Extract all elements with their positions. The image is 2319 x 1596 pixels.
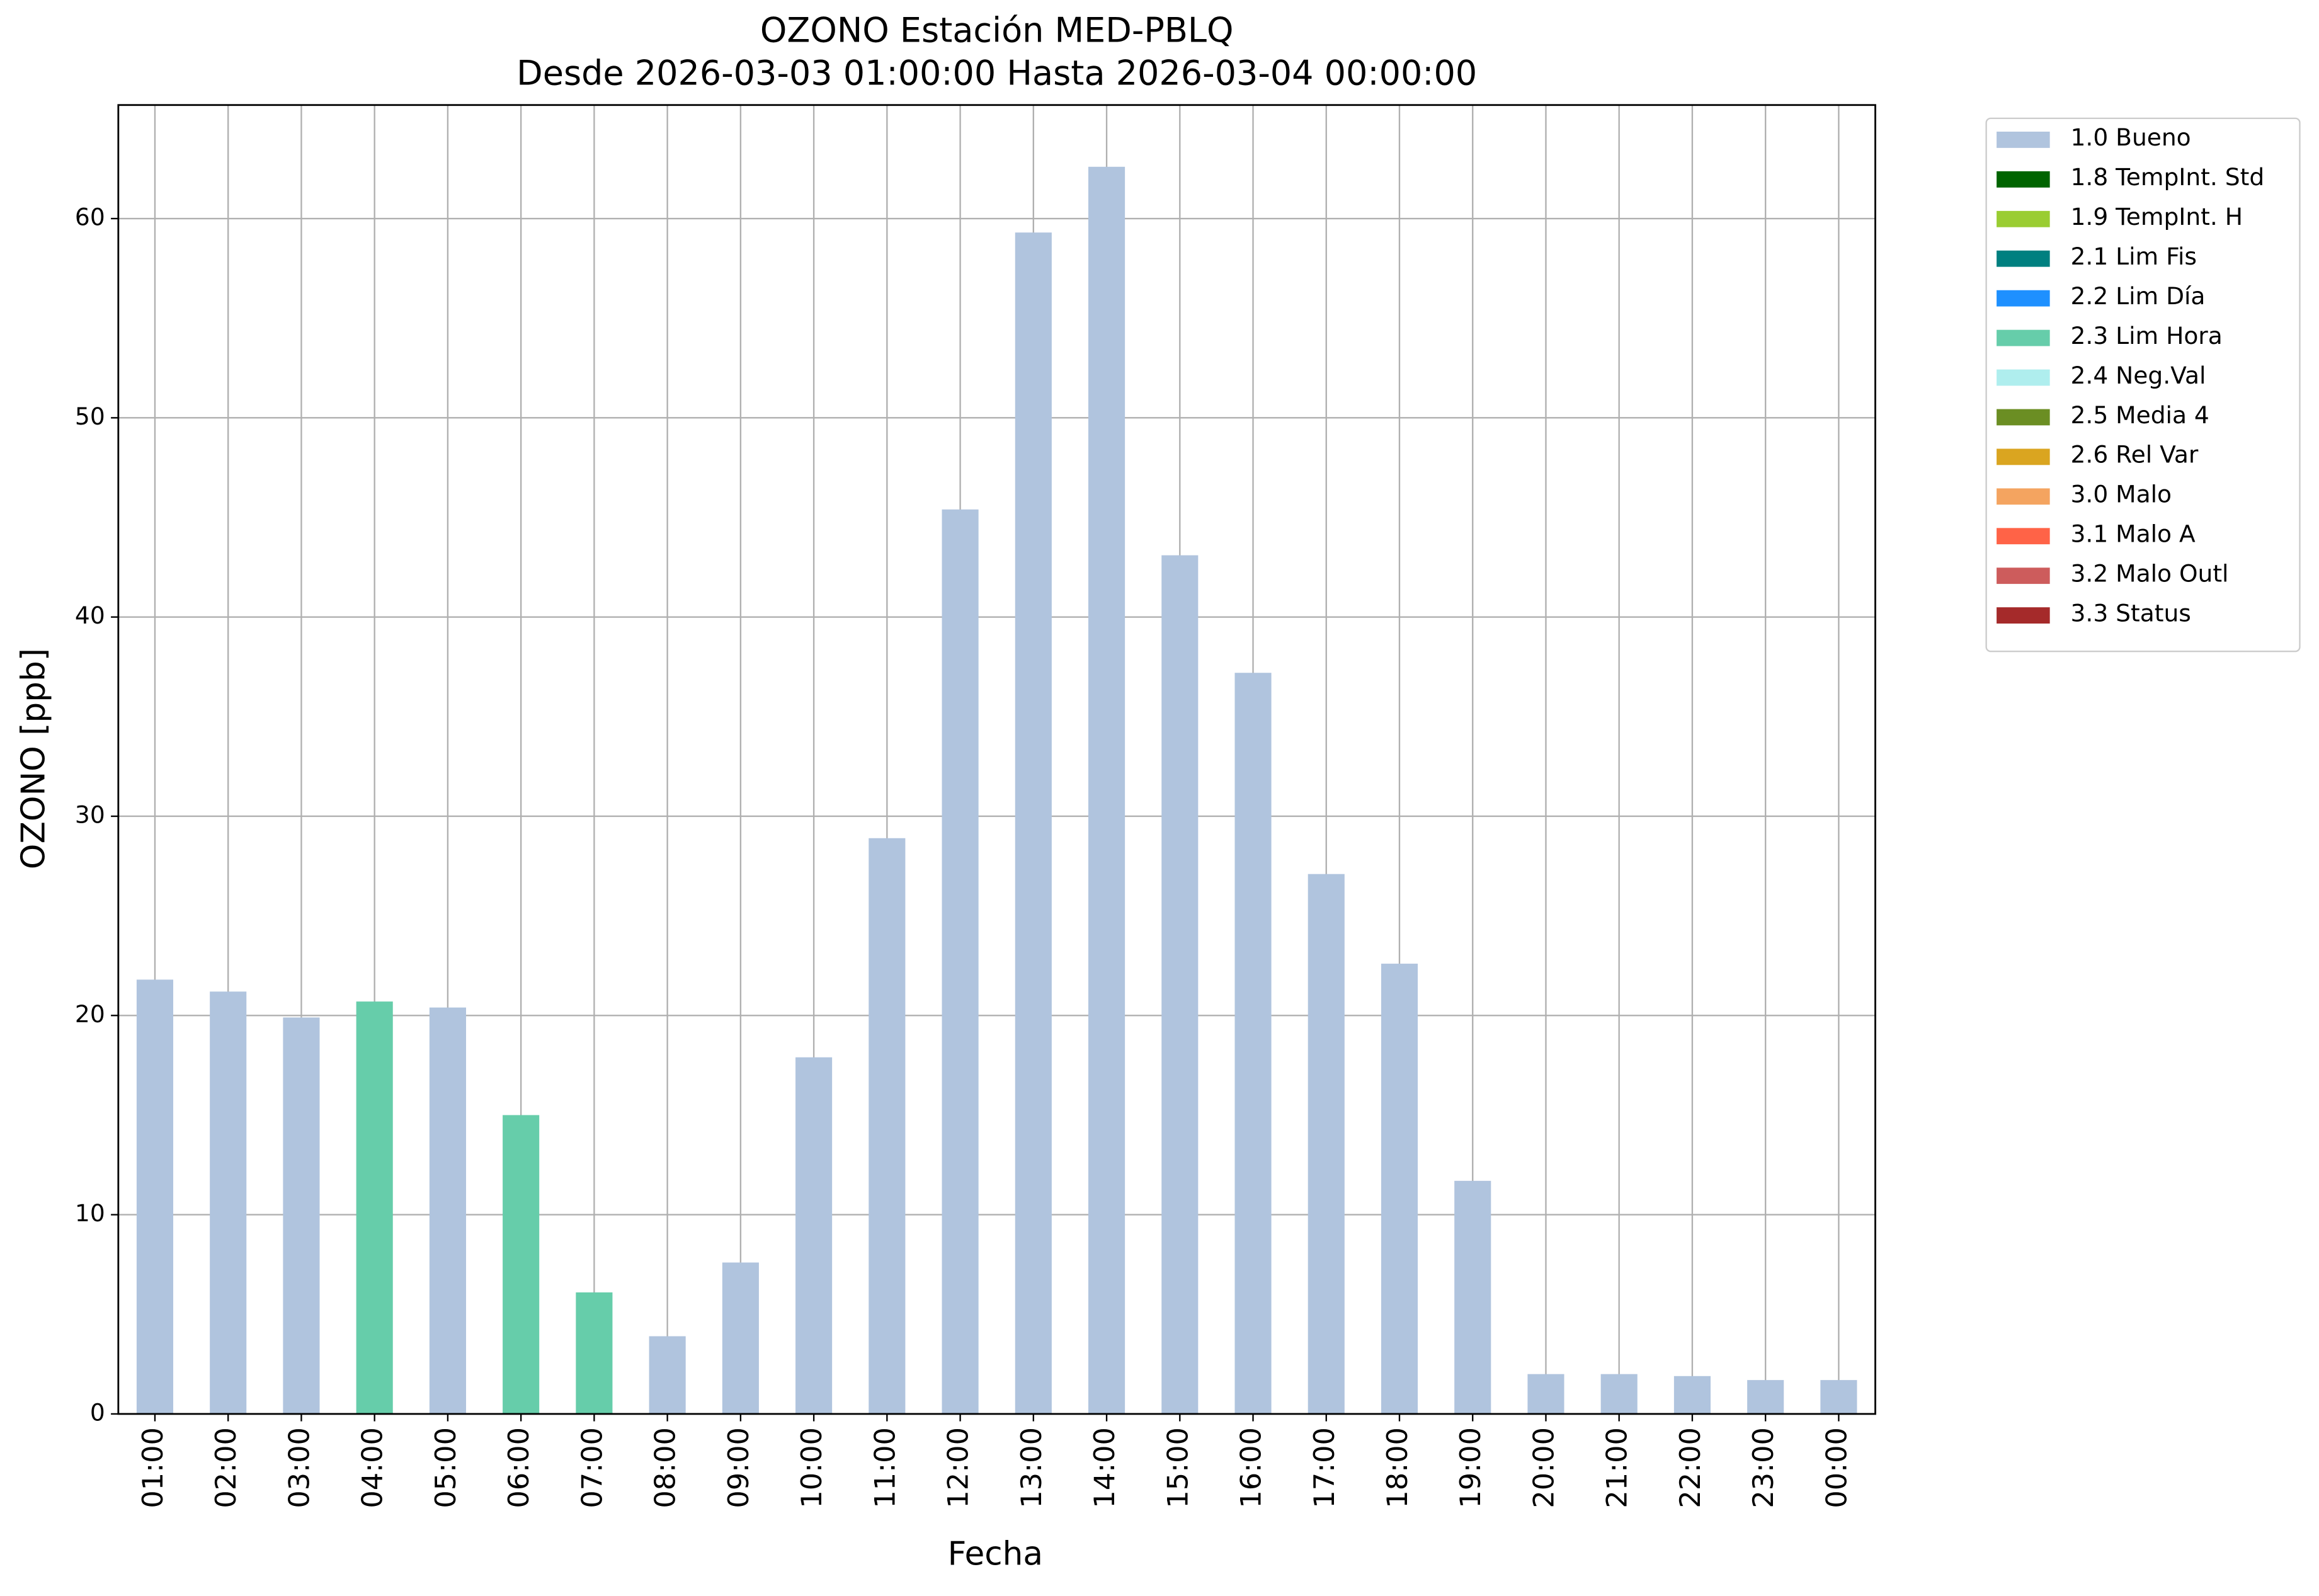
- legend-label: 3.2 Malo Outl: [2071, 560, 2229, 588]
- x-tick-label: 22:00: [1674, 1427, 1707, 1508]
- x-tick-label: 21:00: [1601, 1427, 1634, 1508]
- x-tick-label: 19:00: [1454, 1427, 1487, 1508]
- legend-label: 1.8 TempInt. Std: [2071, 163, 2265, 191]
- legend-swatch: [1997, 250, 2050, 267]
- legend-swatch: [1997, 329, 2050, 346]
- legend-swatch: [1997, 409, 2050, 426]
- bar: [1600, 1374, 1638, 1414]
- x-tick-label: 09:00: [722, 1427, 755, 1508]
- x-tick-label: 20:00: [1527, 1427, 1560, 1508]
- x-tick-label: 02:00: [210, 1427, 242, 1508]
- x-tick-label: 08:00: [649, 1427, 682, 1508]
- x-tick-label: 06:00: [503, 1427, 535, 1508]
- x-tick-label: 13:00: [1015, 1427, 1048, 1508]
- bar: [1527, 1374, 1564, 1414]
- x-tick-label: 04:00: [356, 1427, 389, 1508]
- y-tick-label: 60: [75, 203, 105, 231]
- x-tick-label: 23:00: [1747, 1427, 1780, 1508]
- bar: [1747, 1380, 1784, 1414]
- legend-swatch: [1997, 528, 2050, 545]
- legend-swatch: [1997, 488, 2050, 505]
- bar: [942, 509, 979, 1414]
- legend-swatch: [1997, 290, 2050, 307]
- x-tick-label: 18:00: [1381, 1427, 1414, 1508]
- legend-label: 1.0 Bueno: [2071, 123, 2191, 151]
- bar: [429, 1007, 466, 1414]
- y-tick-label: 40: [75, 601, 105, 629]
- y-tick-label: 20: [75, 1000, 105, 1028]
- legend-label: 2.6 Rel Var: [2071, 441, 2199, 469]
- x-tick-label: 15:00: [1161, 1427, 1194, 1508]
- bar: [1381, 964, 1418, 1414]
- x-tick-label: 11:00: [869, 1427, 901, 1508]
- bar: [869, 838, 906, 1414]
- legend-swatch: [1997, 567, 2050, 584]
- legend-label: 2.4 Neg.Val: [2071, 362, 2206, 389]
- chart-subtitle: Desde 2026-03-03 01:00:00 Hasta 2026-03-…: [516, 53, 1477, 93]
- bar: [356, 1001, 393, 1414]
- bar: [136, 979, 174, 1414]
- legend-box: [1985, 117, 2301, 653]
- x-tick-label: 00:00: [1820, 1427, 1853, 1508]
- x-tick-label: 05:00: [430, 1427, 462, 1508]
- legend-swatch: [1997, 607, 2050, 624]
- bar: [1454, 1180, 1491, 1414]
- x-tick-label: 07:00: [576, 1427, 608, 1508]
- chart-title: OZONO Estación MED-PBLQ: [760, 10, 1234, 50]
- x-axis-label: Fecha: [948, 1535, 1043, 1573]
- bar: [576, 1292, 613, 1414]
- y-tick-label: 50: [75, 402, 105, 430]
- legend-label: 2.2 Lim Día: [2071, 282, 2206, 310]
- y-tick-label: 10: [75, 1199, 105, 1227]
- bar: [210, 991, 247, 1414]
- y-tick-label: 0: [90, 1398, 105, 1426]
- x-tick-label: 03:00: [283, 1427, 316, 1508]
- legend-swatch: [1997, 132, 2050, 148]
- bar: [649, 1336, 686, 1414]
- bar: [1673, 1376, 1711, 1414]
- bar: [795, 1057, 833, 1414]
- legend-label: 1.9 TempInt. H: [2071, 203, 2243, 231]
- x-tick-label: 01:00: [137, 1427, 169, 1508]
- bar: [1088, 166, 1125, 1414]
- y-tick-label: 30: [75, 801, 105, 828]
- bar: [1234, 673, 1272, 1414]
- legend-label: 2.1 Lim Fis: [2071, 242, 2197, 270]
- plot-frame: [117, 104, 1876, 1415]
- legend-label: 2.5 Media 4: [2071, 401, 2209, 429]
- bar: [1820, 1380, 1857, 1414]
- x-tick-label: 10:00: [795, 1427, 828, 1508]
- y-axis-label: OZONO [ppb]: [14, 648, 52, 869]
- legend-label: 3.1 Malo A: [2071, 520, 2196, 548]
- bar: [1015, 232, 1052, 1414]
- legend-swatch: [1997, 448, 2050, 465]
- x-tick-label: 12:00: [942, 1427, 975, 1508]
- bar: [722, 1262, 759, 1414]
- legend-swatch: [1997, 171, 2050, 188]
- x-tick-label: 14:00: [1088, 1427, 1121, 1508]
- bar: [283, 1017, 320, 1414]
- legend-label: 3.3 Status: [2071, 599, 2191, 627]
- legend-label: 2.3 Lim Hora: [2071, 322, 2223, 350]
- x-tick-label: 17:00: [1308, 1427, 1341, 1508]
- legend-swatch: [1997, 210, 2050, 227]
- legend-label: 3.0 Malo: [2071, 481, 2172, 508]
- bar: [1161, 555, 1199, 1414]
- bar: [503, 1115, 540, 1414]
- legend-swatch: [1997, 369, 2050, 386]
- bar: [1308, 874, 1345, 1414]
- x-tick-label: 16:00: [1235, 1427, 1268, 1508]
